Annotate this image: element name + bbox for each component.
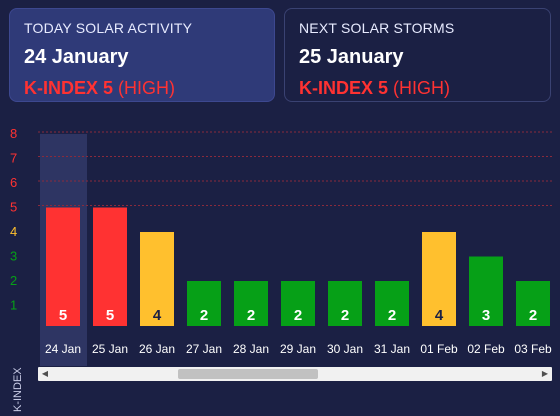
y-tick-label: 2 <box>10 273 17 288</box>
today-kindex-line: K-INDEX 5 (HIGH) <box>24 78 260 99</box>
bar-value-label: 4 <box>153 307 162 324</box>
y-tick-label: 5 <box>10 200 17 215</box>
bar[interactable] <box>281 281 315 326</box>
next-level: (HIGH) <box>393 78 451 98</box>
bar-value-label: 2 <box>200 307 208 324</box>
next-kindex: K-INDEX 5 <box>299 78 389 98</box>
y-axis-label: K-INDEX <box>12 367 24 412</box>
scrollbar-thumb[interactable] <box>178 369 318 379</box>
today-caption: TODAY SOLAR ACTIVITY <box>24 20 193 36</box>
today-activity-card: TODAY SOLAR ACTIVITY 24 January K-INDEX … <box>9 8 275 102</box>
y-tick-label: 6 <box>10 175 17 190</box>
y-tick-label: 1 <box>10 298 17 313</box>
chart-horizontal-scrollbar[interactable]: ◀ ▶ <box>38 367 552 381</box>
y-tick-label: 3 <box>10 249 17 264</box>
bar-value-label: 5 <box>59 307 67 324</box>
bar[interactable] <box>187 281 221 326</box>
next-date: 25 January <box>299 46 404 68</box>
next-caption: NEXT SOLAR STORMS <box>299 20 455 36</box>
today-level: (HIGH) <box>118 78 176 98</box>
x-tick-label: 25 Jan <box>92 342 128 356</box>
bar[interactable] <box>140 232 174 326</box>
next-kindex-line: K-INDEX 5 (HIGH) <box>299 78 536 99</box>
x-tick-label: 29 Jan <box>280 342 316 356</box>
x-tick-label: 28 Jan <box>233 342 269 356</box>
x-tick-label: 24 Jan <box>45 342 81 356</box>
x-tick-label: 01 Feb <box>420 342 458 356</box>
next-storms-card: NEXT SOLAR STORMS 25 January K-INDEX 5 (… <box>284 8 551 102</box>
bar[interactable] <box>46 207 80 327</box>
bar[interactable] <box>516 281 550 326</box>
y-tick-label: 4 <box>10 224 17 239</box>
scroll-right-arrow-icon[interactable]: ▶ <box>541 369 549 378</box>
x-tick-label: 31 Jan <box>374 342 410 356</box>
scroll-left-arrow-icon[interactable]: ◀ <box>41 369 49 378</box>
bar-value-label: 3 <box>482 307 490 324</box>
bar[interactable] <box>469 256 503 327</box>
today-date: 24 January <box>24 46 129 68</box>
y-tick-label: 7 <box>10 151 17 166</box>
bar-value-label: 4 <box>435 307 444 324</box>
bar-value-label: 2 <box>529 307 537 324</box>
x-tick-label: 26 Jan <box>139 342 175 356</box>
bar-value-label: 2 <box>247 307 255 324</box>
bar-value-label: 5 <box>106 307 114 324</box>
y-tick-label: 8 <box>10 126 17 141</box>
bar[interactable] <box>93 207 127 327</box>
bar-value-label: 2 <box>294 307 302 324</box>
x-tick-label: 02 Feb <box>467 342 505 356</box>
bar-value-label: 2 <box>341 307 349 324</box>
bar[interactable] <box>234 281 268 326</box>
today-kindex: K-INDEX 5 <box>24 78 114 98</box>
bar[interactable] <box>375 281 409 326</box>
x-tick-label: 03 Feb <box>514 342 552 356</box>
bar[interactable] <box>328 281 362 326</box>
x-tick-label: 30 Jan <box>327 342 363 356</box>
x-tick-label: 27 Jan <box>186 342 222 356</box>
bar[interactable] <box>422 232 456 326</box>
bar-value-label: 2 <box>388 307 396 324</box>
